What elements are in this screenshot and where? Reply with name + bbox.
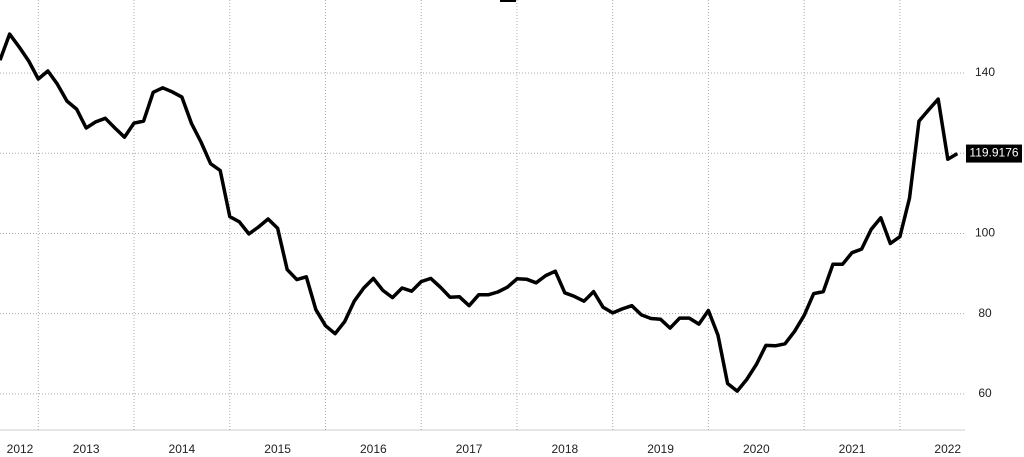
last-value-label: 119.9176: [969, 146, 1018, 160]
x-tick-label: 2013: [73, 442, 100, 456]
x-tick-label: 2022: [934, 442, 961, 456]
y-tick-label: 140: [975, 65, 995, 79]
x-tick-label: 2015: [264, 442, 291, 456]
x-tick-label: 2018: [551, 442, 578, 456]
x-tick-label: 2021: [839, 442, 866, 456]
x-tick-label: 2019: [647, 442, 674, 456]
x-tick-label: 2020: [743, 442, 770, 456]
x-tick-label: 2017: [456, 442, 483, 456]
last-value-box: [966, 144, 1022, 163]
x-tick-label: 2016: [360, 442, 387, 456]
x-tick-label: 2012: [7, 442, 34, 456]
top-marker: [500, 0, 516, 2]
line: [0, 32, 959, 393]
y-tick-label: 60: [978, 386, 992, 400]
x-tick-label: 2014: [169, 442, 196, 456]
y-tick-label: 100: [975, 226, 995, 240]
y-tick-label: 80: [978, 306, 992, 320]
